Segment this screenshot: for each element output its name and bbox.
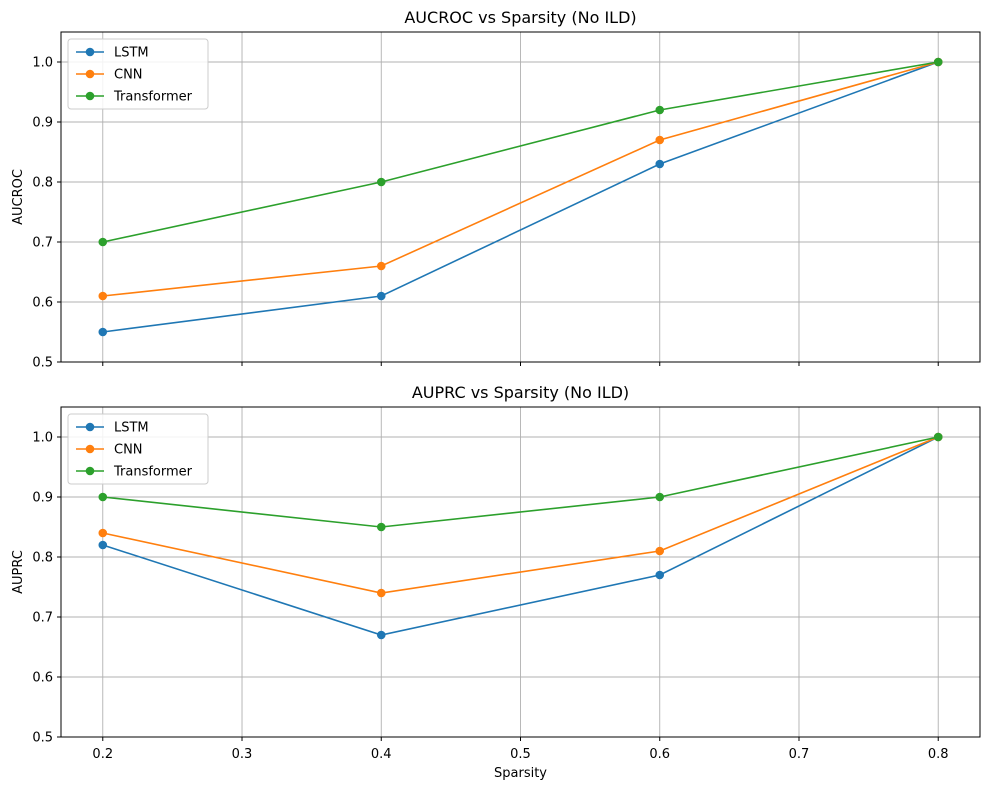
x-tick-label: 0.5 [510,747,531,762]
subplot-top: 0.5 0.6 0.7 0.8 0.9 1.0 AUCROC vs Sparsity (No… [11,8,981,371]
y-tick-label: 0.5 [32,356,53,371]
subplot-bottom: 0.5 0.6 0.7 0.8 0.9 1.0 0.2 0.3 0.4 0.5 0.6 0.7 0.8 A… [11,383,981,781]
data-point-transformer [933,432,943,442]
legend: LSTM CNN Transformer [67,413,209,485]
y-axis-label: AUPRC [11,550,26,594]
legend-entry: Transformer [76,465,193,480]
y-tick-label: 0.5 [32,731,53,746]
legend-entry: LSTM [76,46,149,61]
data-point-transformer [376,177,386,187]
y-axis: 0.5 0.6 0.7 0.8 0.9 1.0 [32,56,61,371]
legend-swatch-marker [85,466,95,476]
y-tick-label: 0.9 [32,491,53,506]
chart-title: AUPRC vs Sparsity (No ILD) [412,383,629,402]
legend-label: CNN [114,68,143,83]
x-tick-label: 0.7 [789,747,810,762]
legend-label: LSTM [114,421,149,436]
series-line-transformer [102,436,939,528]
legend-swatch-marker [85,69,95,79]
series-line-cnn [102,61,939,297]
legend: LSTM CNN Transformer [67,38,209,110]
series-line-lstm [102,61,939,333]
data-point-transformer [655,492,665,502]
legend-swatch-marker [85,444,95,454]
data-point-cnn [98,528,108,538]
legend-box [67,413,209,485]
legend-entry: CNN [76,68,143,83]
series-line-cnn [102,436,939,594]
y-tick-label: 0.9 [32,116,53,131]
legend-entry: LSTM [76,421,149,436]
data-point-lstm [98,540,108,550]
y-tick-label: 1.0 [32,56,53,71]
x-tick-label: 0.6 [649,747,670,762]
data-point-transformer [98,492,108,502]
y-axis-label: AUCROC [11,169,26,225]
data-point-cnn [376,261,386,271]
y-axis: 0.5 0.6 0.7 0.8 0.9 1.0 [32,431,61,746]
legend-swatch-marker [85,91,95,101]
x-tick-label: 0.3 [232,747,253,762]
data-point-cnn [655,135,665,145]
x-axis [102,362,939,366]
subplots: 0.5 0.6 0.7 0.8 0.9 1.0 AUCROC vs Sparsity (No… [11,8,981,781]
data-point-transformer [655,105,665,115]
x-tick-label: 0.4 [371,747,392,762]
data-point-lstm [655,570,665,580]
legend-box [67,38,209,110]
series-transformer [98,57,943,247]
data-point-cnn [98,291,108,301]
data-point-lstm [376,630,386,640]
legend-label: Transformer [113,90,193,105]
data-point-lstm [98,327,108,337]
x-tick-label: 0.2 [92,747,113,762]
x-axis-label: Sparsity [494,766,547,781]
y-tick-label: 0.7 [32,236,53,251]
legend-entry: Transformer [76,90,193,105]
legend-label: Transformer [113,465,193,480]
legend-label: LSTM [114,46,149,61]
data-point-transformer [98,237,108,247]
data-point-cnn [376,588,386,598]
legend-swatch-marker [85,422,95,432]
series-line-transformer [102,61,939,243]
series-line-lstm [102,436,939,636]
x-axis: 0.2 0.3 0.4 0.5 0.6 0.7 0.8 [92,737,949,762]
legend-entry: CNN [76,443,143,458]
y-tick-label: 0.6 [32,296,53,311]
data-point-transformer [933,57,943,67]
data-point-transformer [376,522,386,532]
series-transformer [98,432,943,532]
legend-swatch-marker [85,47,95,57]
y-tick-label: 0.7 [32,611,53,626]
y-tick-label: 0.8 [32,551,53,566]
chart-title: AUCROC vs Sparsity (No ILD) [404,8,636,27]
data-point-lstm [655,159,665,169]
legend-label: CNN [114,443,143,458]
y-tick-label: 0.8 [32,176,53,191]
data-point-cnn [655,546,665,556]
data-point-lstm [376,291,386,301]
y-tick-label: 1.0 [32,431,53,446]
x-tick-label: 0.8 [928,747,949,762]
y-tick-label: 0.6 [32,671,53,686]
